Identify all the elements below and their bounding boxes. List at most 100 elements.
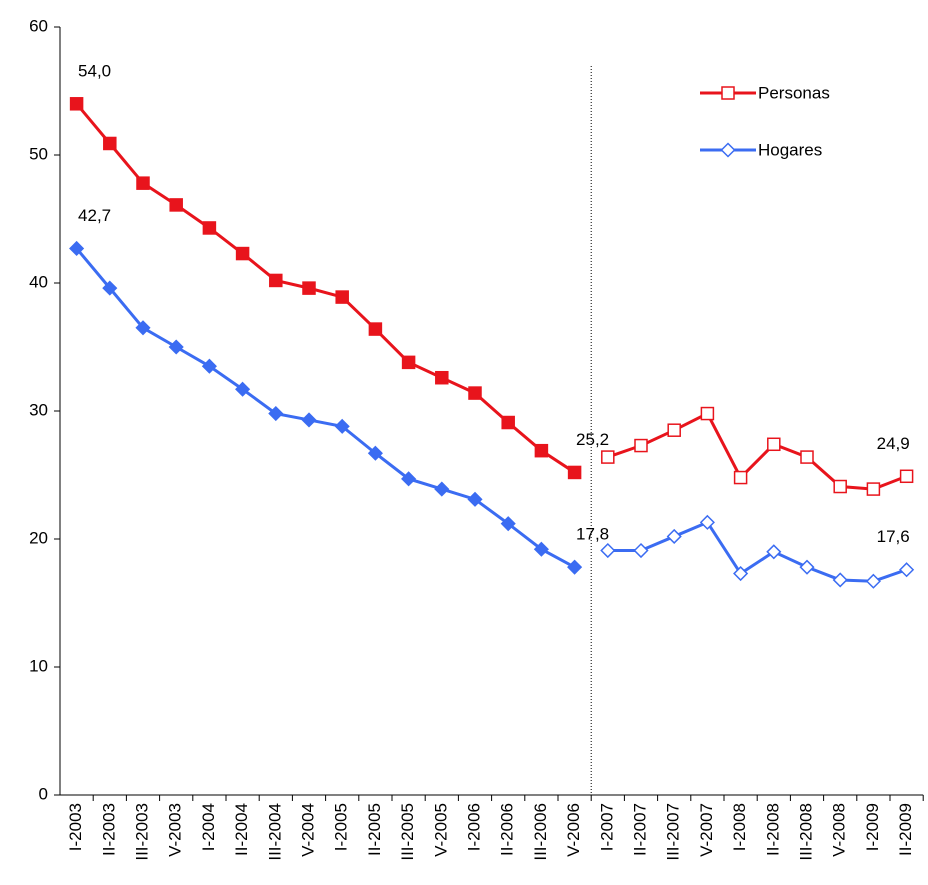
legend-label: Hogares: [758, 140, 822, 159]
marker: [334, 418, 350, 434]
marker: [235, 246, 250, 261]
marker: [567, 559, 583, 575]
marker: [169, 198, 183, 212]
marker: [335, 290, 349, 304]
x-tick-label: I-2009: [863, 803, 882, 851]
marker: [301, 412, 317, 428]
series-line: [75, 102, 576, 474]
data-label: 54,0: [78, 61, 111, 80]
series-line: [607, 411, 908, 491]
x-tick-label: II-2003: [99, 803, 118, 856]
marker: [866, 482, 881, 496]
marker: [500, 516, 516, 532]
marker: [269, 273, 283, 288]
marker: [69, 97, 84, 111]
data-label: 24,9: [877, 434, 910, 453]
x-tick-label: V-2008: [830, 803, 849, 857]
data-label: 17,8: [576, 525, 609, 544]
marker: [720, 142, 736, 158]
marker: [767, 437, 781, 452]
marker: [135, 320, 151, 336]
x-tick-label: II-2009: [896, 803, 915, 856]
marker: [168, 339, 184, 355]
x-tick-label: III-2003: [132, 803, 151, 861]
marker: [103, 136, 117, 151]
y-tick-label: 50: [29, 144, 48, 163]
marker: [202, 221, 217, 235]
marker: [667, 423, 681, 437]
marker: [832, 572, 848, 588]
marker: [235, 381, 251, 397]
marker: [102, 280, 118, 296]
marker: [699, 514, 715, 530]
series-line: [607, 520, 908, 583]
x-tick-label: II-2008: [763, 803, 782, 856]
x-tick-label: V-2006: [564, 803, 583, 857]
data-label: 17,6: [877, 527, 910, 546]
marker: [899, 469, 914, 484]
marker: [468, 386, 482, 400]
legend-item: Personas: [700, 83, 830, 102]
marker: [700, 406, 715, 421]
marker: [268, 405, 284, 422]
x-tick-label: III-2004: [265, 803, 284, 861]
marker: [467, 491, 483, 507]
series-line: [75, 247, 576, 569]
marker: [865, 573, 881, 589]
marker: [600, 542, 616, 559]
y-tick-label: 40: [29, 272, 48, 291]
marker: [733, 470, 748, 485]
x-tick-label: I-2003: [66, 803, 85, 851]
marker: [136, 176, 150, 190]
x-tick-label: I-2008: [730, 803, 749, 851]
y-tick-label: 60: [29, 16, 48, 35]
marker: [633, 542, 649, 559]
x-tick-label: III-2005: [398, 803, 417, 861]
x-tick-label: II-2007: [630, 803, 649, 856]
legend-label: Personas: [758, 83, 830, 102]
x-tick-label: II-2005: [365, 803, 384, 856]
marker: [634, 438, 648, 453]
marker: [567, 465, 582, 480]
x-tick-label: II-2006: [498, 803, 517, 856]
x-tick-label: V-2003: [166, 803, 185, 857]
x-tick-label: I-2006: [464, 803, 483, 851]
y-tick-label: 0: [39, 784, 48, 803]
legend-item: Hogares: [700, 140, 822, 159]
marker: [401, 471, 417, 487]
marker: [800, 450, 814, 464]
x-tick-label: I-2007: [597, 803, 616, 851]
marker: [833, 479, 847, 494]
marker: [201, 358, 217, 374]
marker: [368, 322, 383, 336]
marker: [302, 281, 316, 295]
y-tick-label: 10: [29, 656, 48, 675]
x-tick-label: II-2004: [232, 803, 251, 856]
marker: [367, 445, 383, 461]
x-tick-label: V-2004: [298, 803, 317, 857]
x-tick-label: I-2005: [332, 803, 351, 851]
y-tick-label: 20: [29, 528, 48, 547]
x-tick-label: I-2004: [199, 803, 218, 851]
marker: [401, 355, 416, 370]
data-label: 42,7: [78, 206, 111, 225]
marker: [799, 559, 815, 575]
marker: [69, 240, 85, 257]
marker: [766, 544, 782, 560]
marker: [501, 415, 515, 430]
x-tick-label: III-2008: [796, 803, 815, 861]
marker: [666, 528, 682, 545]
x-tick-label: III-2007: [664, 803, 683, 861]
marker: [434, 481, 450, 497]
marker: [721, 86, 735, 100]
marker: [733, 565, 749, 582]
data-label: 25,2: [576, 430, 609, 449]
x-tick-label: III-2006: [531, 803, 550, 861]
marker: [899, 562, 915, 578]
marker: [435, 370, 449, 385]
x-tick-label: V-2005: [431, 803, 450, 857]
marker: [534, 443, 549, 458]
x-tick-label: V-2007: [697, 803, 716, 857]
marker: [533, 541, 549, 557]
